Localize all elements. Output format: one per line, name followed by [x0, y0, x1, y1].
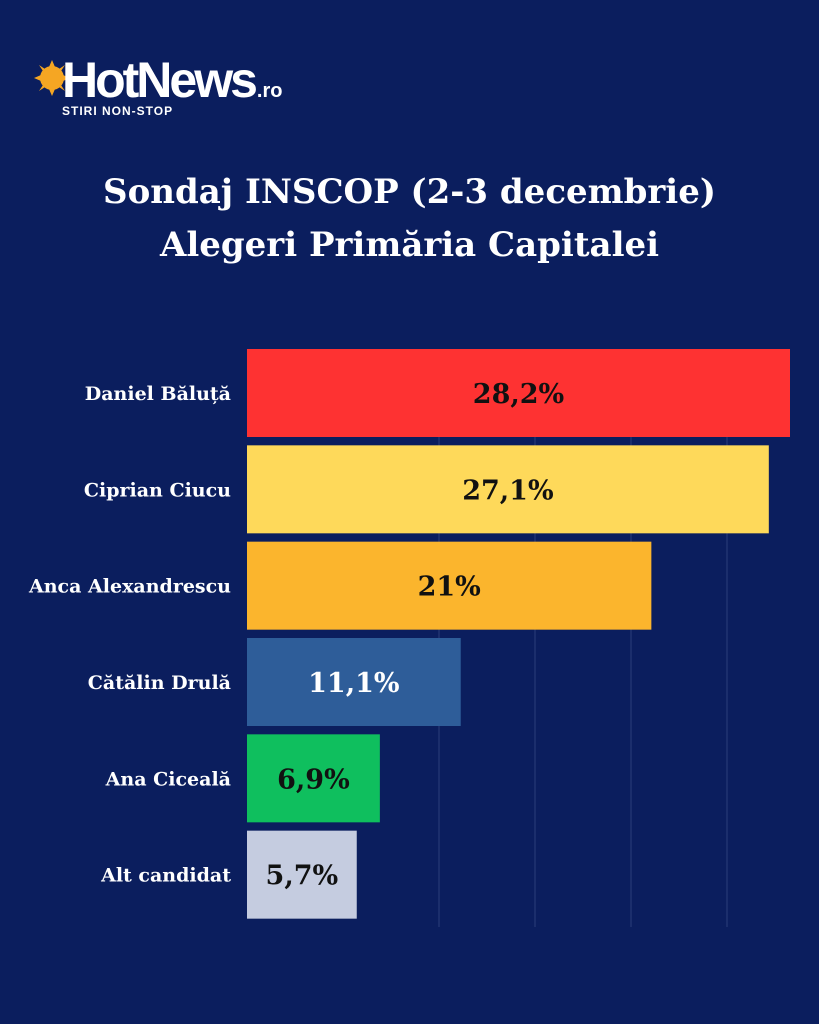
bar-3 — [247, 638, 461, 726]
category-label-1: Ciprian Ciucu — [84, 479, 231, 501]
category-label-2: Anca Alexandrescu — [28, 576, 231, 598]
value-label-5: 5,7% — [266, 861, 339, 892]
value-label-2: 21% — [418, 572, 481, 603]
bar-4 — [247, 734, 380, 823]
bar-0 — [247, 349, 790, 437]
category-label-4: Ana Ciceală — [105, 768, 231, 790]
bar-1 — [247, 445, 769, 534]
bar-2 — [247, 541, 652, 630]
category-label-0: Daniel Băluță — [85, 383, 231, 405]
value-label-1: 27,1% — [462, 475, 553, 506]
logo-brand: HotNews — [62, 52, 258, 108]
value-label-4: 6,9% — [277, 764, 350, 795]
logo-wordmark: HotNews .ro — [62, 50, 282, 121]
hotnews-logo: HotNews .ro STIRI NON-STOP — [34, 52, 334, 122]
chart-title: Sondaj INSCOP (2-3 decembrie) Alegeri Pr… — [0, 166, 819, 272]
title-line-1: Sondaj INSCOP (2-3 decembrie) — [103, 172, 716, 212]
bar-5 — [247, 830, 357, 919]
value-label-0: 28,2% — [473, 379, 564, 410]
logo-tagline: STIRI NON-STOP — [62, 104, 174, 118]
value-label-3: 11,1% — [308, 668, 399, 699]
title-line-2: Alegeri Primăria Capitalei — [159, 225, 660, 265]
category-label-3: Cătălin Drulă — [88, 672, 231, 694]
logo-suffix: .ro — [256, 80, 283, 102]
sun-icon — [34, 60, 70, 96]
category-label-5: Alt candidat — [100, 865, 231, 887]
